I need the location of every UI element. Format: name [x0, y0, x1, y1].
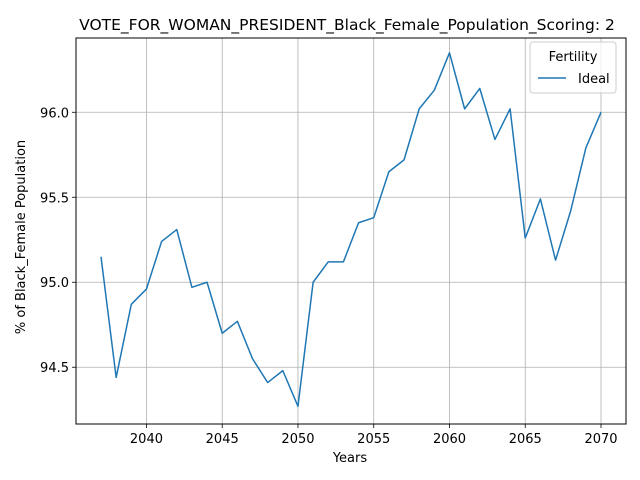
- x-tick-label: 2050: [281, 432, 314, 447]
- y-tick-label: 95.0: [40, 276, 69, 291]
- x-tick-label: 2045: [206, 432, 239, 447]
- y-tick-label: 95.5: [40, 191, 69, 206]
- x-tick-label: 2055: [357, 432, 390, 447]
- legend-title: Fertility: [549, 50, 598, 65]
- grid: [76, 38, 626, 424]
- x-tick-label: 2060: [433, 432, 466, 447]
- legend-box: [529, 41, 617, 94]
- x-axis: 2040 2045 2050 2055 2060 2065 2070: [130, 424, 618, 447]
- x-tick-label: 2040: [130, 432, 163, 447]
- y-axis-label: % of Black_Female Population: [14, 140, 29, 334]
- y-tick-label: 94.5: [40, 361, 69, 376]
- chart-title: VOTE_FOR_WOMAN_PRESIDENT_Black_Female_Po…: [79, 16, 615, 35]
- plot-frame: [75, 37, 627, 425]
- x-tick-label: 2065: [509, 432, 542, 447]
- series-line-ideal: [100, 52, 602, 408]
- series-layer: [100, 52, 602, 408]
- legend: Fertility Ideal: [529, 41, 617, 94]
- x-tick-label: 2070: [584, 432, 617, 447]
- legend-label-ideal: Ideal: [578, 72, 610, 87]
- x-axis-label: Years: [332, 451, 368, 466]
- y-tick-label: 96.0: [40, 106, 69, 121]
- y-axis: 94.5 95.0 95.5 96.0: [40, 106, 76, 376]
